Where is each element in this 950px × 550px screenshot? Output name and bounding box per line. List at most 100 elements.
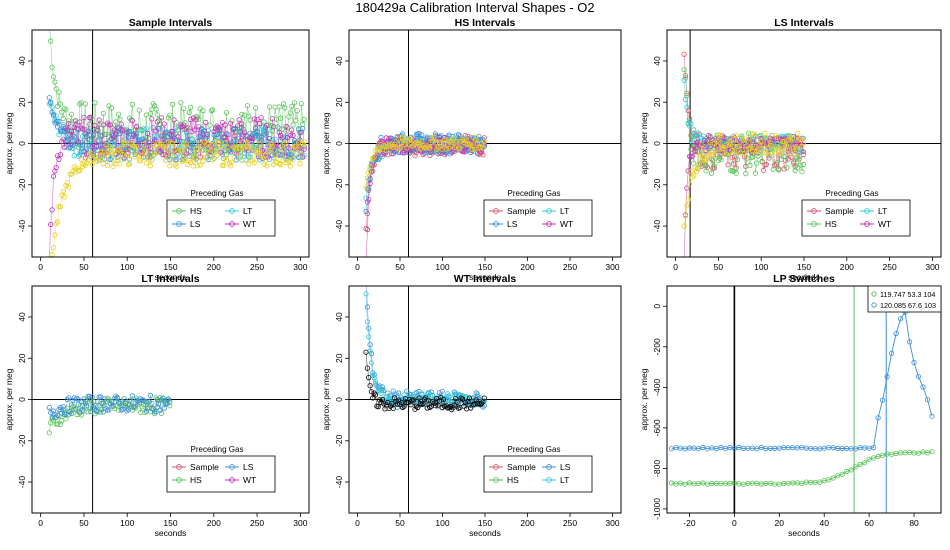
data-point xyxy=(100,409,106,415)
series-lp-2 xyxy=(668,309,935,452)
data-point xyxy=(381,150,387,156)
data-point xyxy=(785,137,791,143)
data-point xyxy=(875,415,881,421)
data-point xyxy=(681,223,687,229)
x-tick-label: 50 xyxy=(395,262,405,272)
data-point xyxy=(199,141,205,147)
data-point xyxy=(391,392,398,398)
data-point xyxy=(706,132,712,139)
data-point xyxy=(275,148,281,154)
x-tick-label: 100 xyxy=(435,262,449,272)
data-point xyxy=(289,127,295,133)
data-point xyxy=(282,140,288,146)
data-point xyxy=(60,115,66,122)
series-line xyxy=(49,97,305,161)
data-point xyxy=(60,124,66,130)
data-point xyxy=(740,137,746,143)
data-point xyxy=(145,405,151,411)
data-point xyxy=(682,481,688,487)
data-point xyxy=(103,150,109,156)
data-point xyxy=(745,130,752,136)
data-point xyxy=(183,151,189,157)
data-point xyxy=(700,152,706,158)
plot-frame xyxy=(666,29,942,258)
data-point xyxy=(366,185,372,191)
data-point xyxy=(193,117,199,123)
data-point xyxy=(257,121,263,127)
legend-swatch-point xyxy=(176,208,182,214)
data-point xyxy=(262,153,268,159)
data-point xyxy=(77,168,83,174)
legend-label: LS xyxy=(243,462,254,472)
data-point xyxy=(771,150,778,156)
data-point xyxy=(884,374,890,380)
data-point xyxy=(67,171,73,177)
data-point xyxy=(50,74,57,80)
legend-box xyxy=(867,285,942,313)
legend-title: Preceding Gas xyxy=(191,445,244,454)
legend-entry: WT xyxy=(225,475,256,485)
data-point xyxy=(286,158,292,164)
data-point xyxy=(204,145,210,151)
data-point xyxy=(446,132,452,138)
data-point xyxy=(366,197,372,203)
x-tick-label: 50 xyxy=(395,518,405,528)
data-point xyxy=(290,156,296,162)
data-point xyxy=(265,149,271,155)
data-point xyxy=(266,104,273,110)
data-point xyxy=(229,118,235,124)
data-point xyxy=(214,132,220,138)
plot-frame xyxy=(31,29,310,258)
data-point xyxy=(453,133,459,139)
legend-title: Preceding Gas xyxy=(508,189,561,198)
data-point xyxy=(109,149,115,155)
x-tick-label: 300 xyxy=(605,262,619,272)
data-point xyxy=(704,154,711,160)
plot-area xyxy=(668,286,935,513)
data-point xyxy=(145,145,151,151)
series-lt xyxy=(363,291,487,409)
data-point xyxy=(236,141,242,147)
legend-entry: LT xyxy=(542,206,569,216)
data-point xyxy=(81,115,87,121)
legend-swatch-point xyxy=(864,208,870,214)
y-axis-label: approx. per meg xyxy=(639,368,649,430)
data-point xyxy=(755,153,761,159)
data-point xyxy=(781,154,787,160)
data-point xyxy=(164,138,170,144)
data-point xyxy=(364,175,370,181)
data-point xyxy=(113,393,119,399)
x-tick-label: 300 xyxy=(293,262,307,272)
data-point xyxy=(114,394,120,401)
series-line xyxy=(366,286,485,409)
data-point xyxy=(86,393,93,399)
data-point xyxy=(259,124,266,130)
y-tick-label: 40 xyxy=(334,312,344,322)
x-tick-label: 250 xyxy=(250,262,264,272)
x-axis-label: seconds xyxy=(155,528,187,538)
data-point xyxy=(425,144,432,150)
data-point xyxy=(196,116,202,122)
chart-title: Sample Intervals xyxy=(129,17,213,29)
plot-area xyxy=(32,30,309,257)
data-point xyxy=(60,188,66,194)
data-point xyxy=(366,325,372,331)
data-point xyxy=(401,403,407,409)
data-point xyxy=(189,151,195,157)
data-point xyxy=(120,406,126,412)
data-point xyxy=(447,398,453,405)
data-point xyxy=(443,146,449,152)
data-point xyxy=(157,407,163,413)
data-point xyxy=(203,119,209,126)
data-point xyxy=(416,140,422,146)
data-point xyxy=(786,134,793,140)
data-point xyxy=(139,153,145,159)
data-point xyxy=(744,143,750,149)
legend-label: Sample xyxy=(507,462,536,472)
data-point xyxy=(73,406,79,412)
data-point xyxy=(703,147,709,154)
data-point xyxy=(70,168,76,174)
data-point xyxy=(287,163,293,169)
data-point xyxy=(244,103,250,109)
y-tick-label: -400 xyxy=(652,379,662,396)
